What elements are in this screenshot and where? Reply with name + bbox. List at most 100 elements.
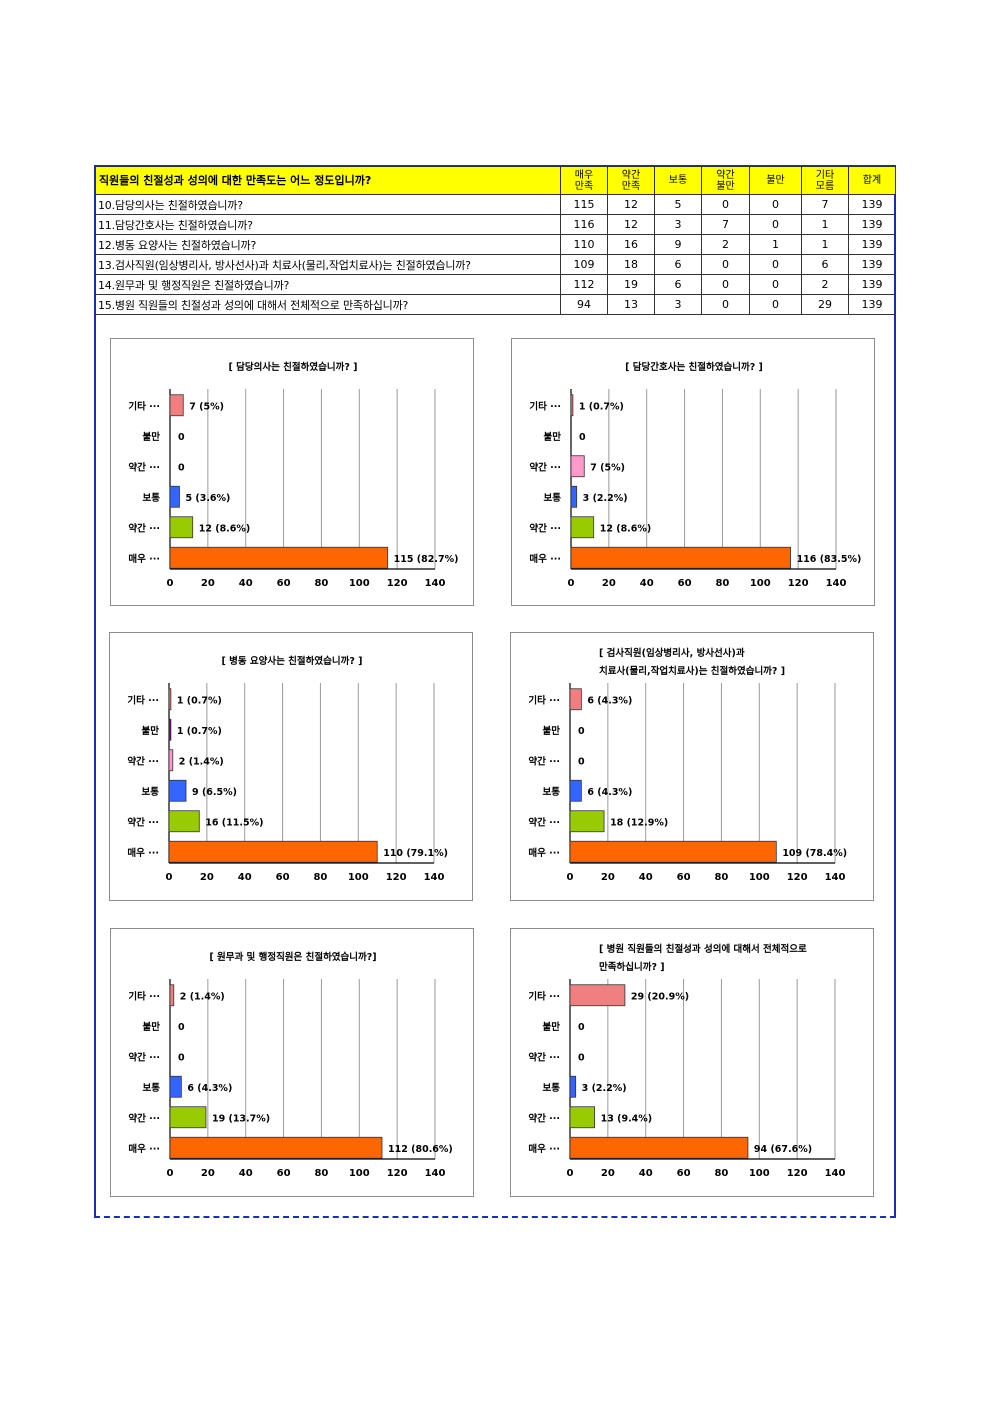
data-label: 116 (83.5%) bbox=[797, 554, 862, 565]
bar bbox=[168, 718, 172, 741]
category-label: 약간 ··· bbox=[127, 816, 159, 828]
data-label: 6 (4.3%) bbox=[587, 695, 632, 706]
x-tick-label: 100 bbox=[349, 1168, 370, 1179]
bar bbox=[169, 1106, 207, 1129]
data-label: 2 (1.4%) bbox=[179, 756, 224, 767]
category-label: 기타 ··· bbox=[528, 990, 560, 1002]
value-cell: 29 bbox=[801, 294, 849, 315]
category-label: 기타 ··· bbox=[529, 400, 561, 412]
bar bbox=[169, 394, 184, 417]
x-tick-label: 80 bbox=[314, 578, 328, 589]
value-cell: 1 bbox=[801, 214, 849, 235]
x-tick-label: 80 bbox=[714, 1168, 728, 1179]
bar bbox=[169, 1136, 383, 1159]
x-tick-label: 20 bbox=[200, 872, 214, 883]
x-tick-label: 0 bbox=[166, 872, 173, 883]
bar bbox=[569, 984, 626, 1007]
value-cell: 139 bbox=[848, 214, 896, 235]
value-cell: 9 bbox=[654, 234, 702, 255]
x-tick-label: 140 bbox=[825, 1168, 846, 1179]
category-label: 기타 ··· bbox=[528, 694, 560, 706]
bar bbox=[169, 984, 175, 1007]
value-cell: 3 bbox=[654, 294, 702, 315]
x-tick-label: 80 bbox=[314, 1168, 328, 1179]
data-label: 3 (2.2%) bbox=[583, 493, 628, 504]
chart-svg: [ 담당의사는 친절하였습니까? ] 0 20 40 60 80 100 120 140 기타 ·… bbox=[128, 361, 458, 589]
value-cell: 1 bbox=[801, 234, 849, 255]
x-tick-label: 60 bbox=[277, 578, 291, 589]
category-label: 기타 ··· bbox=[128, 990, 160, 1002]
chart-title: 만족하십니까? ] bbox=[599, 961, 665, 973]
category-label: 보통 bbox=[543, 787, 561, 798]
x-tick-label: 40 bbox=[238, 872, 252, 883]
data-label: 0 bbox=[578, 1022, 585, 1033]
x-tick-label: 140 bbox=[425, 578, 446, 589]
bar bbox=[168, 840, 378, 863]
question-cell: 15.병원 직원들의 친절성과 성의에 대해서 전체적으로 만족하십니까? bbox=[95, 294, 561, 315]
value-cell: 19 bbox=[607, 274, 655, 295]
data-label: 6 (4.3%) bbox=[587, 787, 632, 798]
value-cell: 1 bbox=[749, 234, 802, 255]
x-tick-label: 0 bbox=[167, 1168, 174, 1179]
value-cell: 94 bbox=[560, 294, 608, 315]
x-tick-label: 100 bbox=[750, 578, 771, 589]
value-cell: 139 bbox=[848, 294, 896, 315]
x-tick-label: 100 bbox=[749, 872, 770, 883]
x-tick-label: 20 bbox=[601, 872, 615, 883]
data-label: 1 (0.7%) bbox=[579, 401, 624, 412]
bar bbox=[169, 485, 180, 508]
bar bbox=[168, 749, 174, 772]
value-cell: 0 bbox=[701, 254, 750, 275]
x-tick-label: 120 bbox=[787, 1168, 808, 1179]
data-label: 3 (2.2%) bbox=[582, 1083, 627, 1094]
category-label: 기타 ··· bbox=[128, 400, 160, 412]
bar bbox=[168, 810, 200, 833]
value-cell: 0 bbox=[749, 214, 802, 235]
category-label: 불만 bbox=[143, 431, 161, 443]
category-label: 기타 ··· bbox=[127, 694, 159, 706]
data-label: 18 (12.9%) bbox=[610, 817, 668, 828]
bar bbox=[569, 1136, 749, 1159]
x-tick-label: 100 bbox=[349, 578, 370, 589]
x-tick-label: 40 bbox=[640, 578, 654, 589]
data-label: 0 bbox=[178, 462, 185, 473]
bar bbox=[169, 1075, 182, 1098]
data-label: 0 bbox=[578, 1052, 585, 1063]
category-label: 매우 ··· bbox=[528, 1143, 560, 1155]
value-cell: 0 bbox=[701, 194, 750, 215]
chart-admin: [ 원무과 및 행정직원은 친절하였습니까?] 0 20 40 60 80 100 120 14… bbox=[110, 928, 474, 1197]
value-cell: 0 bbox=[701, 274, 750, 295]
data-label: 16 (11.5%) bbox=[205, 817, 263, 828]
table-row: 14.원무과 및 행정직원은 친절하였습니까? 112 19 6 0 0 2 139 bbox=[95, 274, 896, 295]
data-label: 5 (3.6%) bbox=[185, 493, 230, 504]
x-tick-label: 120 bbox=[387, 578, 408, 589]
category-label: 약간 ··· bbox=[128, 1051, 160, 1063]
bar bbox=[569, 1075, 577, 1098]
data-label: 19 (13.7%) bbox=[212, 1113, 270, 1124]
chart-title: [ 병동 요양사는 친절하였습니까? ] bbox=[221, 655, 362, 667]
x-tick-label: 120 bbox=[788, 578, 809, 589]
value-cell: 3 bbox=[654, 214, 702, 235]
chart-title: [ 원무과 및 행정직원은 친절하였습니까?] bbox=[209, 951, 376, 963]
value-cell: 16 bbox=[607, 234, 655, 255]
table-row: 13.검사직원(임상병리사, 방사선사)과 치료사(물리,작업치료사)는 친절하… bbox=[95, 254, 896, 275]
chart-svg: [ 원무과 및 행정직원은 친절하였습니까?] 0 20 40 60 80 100 120 14… bbox=[128, 951, 452, 1179]
value-cell: 139 bbox=[848, 254, 896, 275]
question-header: 직원들의 친절성과 성의에 대한 만족도는 어느 정도입니까? bbox=[95, 166, 561, 195]
value-cell: 139 bbox=[848, 194, 896, 215]
bar bbox=[169, 516, 194, 539]
category-label: 매우 ··· bbox=[128, 553, 160, 565]
category-label: 약간 ··· bbox=[127, 755, 159, 767]
x-tick-label: 20 bbox=[601, 1168, 615, 1179]
category-label: 약간 ··· bbox=[528, 816, 560, 828]
x-tick-label: 120 bbox=[386, 872, 407, 883]
value-cell: 18 bbox=[607, 254, 655, 275]
table-row: 10.담당의사는 친절하였습니까? 115 12 5 0 0 7 139 bbox=[95, 194, 896, 215]
category-label: 약간 ··· bbox=[529, 461, 561, 473]
data-label: 0 bbox=[178, 1022, 185, 1033]
question-cell: 10.담당의사는 친절하였습니까? bbox=[95, 194, 561, 215]
x-tick-label: 60 bbox=[678, 578, 692, 589]
table-header-row: 직원들의 친절성과 성의에 대한 만족도는 어느 정도입니까? 매우 만족 약간 만… bbox=[95, 166, 896, 195]
value-cell: 2 bbox=[701, 234, 750, 255]
